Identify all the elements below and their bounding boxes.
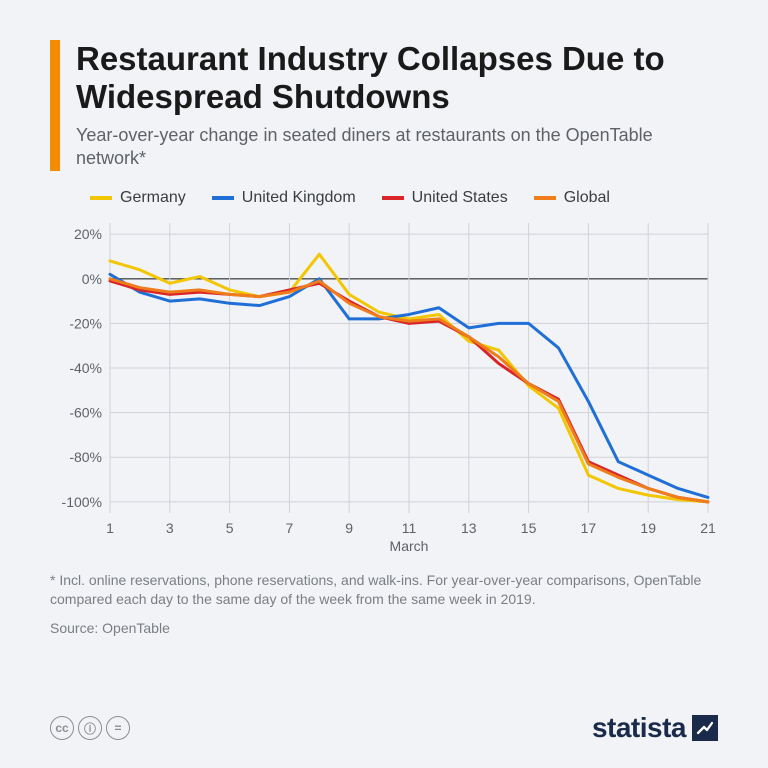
legend-swatch bbox=[382, 196, 404, 200]
svg-text:13: 13 bbox=[461, 520, 477, 536]
footer: ccⓘ= statista bbox=[50, 712, 718, 744]
source-label: Source: OpenTable bbox=[50, 620, 718, 636]
legend-item: United Kingdom bbox=[212, 189, 356, 207]
title-block: Restaurant Industry Collapses Due to Wid… bbox=[50, 40, 718, 171]
brand-mark-icon bbox=[692, 715, 718, 741]
svg-text:21: 21 bbox=[700, 520, 716, 536]
svg-text:11: 11 bbox=[402, 520, 417, 536]
legend: Germany United Kingdom United States Global bbox=[90, 189, 718, 207]
footnote: * Incl. online reservations, phone reser… bbox=[50, 571, 718, 610]
by-icon: ⓘ bbox=[78, 716, 102, 740]
svg-text:7: 7 bbox=[286, 520, 294, 536]
svg-text:-100%: -100% bbox=[62, 494, 102, 510]
license-icons: ccⓘ= bbox=[50, 716, 130, 740]
legend-label: United States bbox=[412, 189, 508, 207]
svg-text:March: March bbox=[390, 538, 429, 553]
legend-item: Germany bbox=[90, 189, 186, 207]
svg-text:15: 15 bbox=[521, 520, 537, 536]
brand-text: statista bbox=[592, 712, 686, 744]
svg-text:3: 3 bbox=[166, 520, 174, 536]
legend-label: United Kingdom bbox=[242, 189, 356, 207]
cc-icon: cc bbox=[50, 716, 74, 740]
line-chart: 20%0%-20%-40%-60%-80%-100%13579111315171… bbox=[50, 213, 718, 553]
legend-swatch bbox=[534, 196, 556, 200]
chart-title: Restaurant Industry Collapses Due to Wid… bbox=[76, 40, 718, 116]
legend-item: United States bbox=[382, 189, 508, 207]
legend-label: Germany bbox=[120, 189, 186, 207]
svg-text:0%: 0% bbox=[82, 270, 102, 286]
legend-item: Global bbox=[534, 189, 610, 207]
svg-text:20%: 20% bbox=[74, 226, 102, 242]
legend-swatch bbox=[212, 196, 234, 200]
svg-text:5: 5 bbox=[226, 520, 234, 536]
svg-text:19: 19 bbox=[640, 520, 656, 536]
nd-icon: = bbox=[106, 716, 130, 740]
svg-text:17: 17 bbox=[581, 520, 597, 536]
svg-text:-60%: -60% bbox=[69, 404, 102, 420]
svg-text:-40%: -40% bbox=[69, 360, 102, 376]
legend-swatch bbox=[90, 196, 112, 200]
chart-subtitle: Year-over-year change in seated diners a… bbox=[76, 124, 718, 171]
accent-bar bbox=[50, 40, 60, 171]
svg-text:-20%: -20% bbox=[69, 315, 102, 331]
svg-text:-80%: -80% bbox=[69, 449, 102, 465]
legend-label: Global bbox=[564, 189, 610, 207]
svg-text:9: 9 bbox=[345, 520, 353, 536]
svg-text:1: 1 bbox=[106, 520, 114, 536]
brand-logo: statista bbox=[592, 712, 718, 744]
